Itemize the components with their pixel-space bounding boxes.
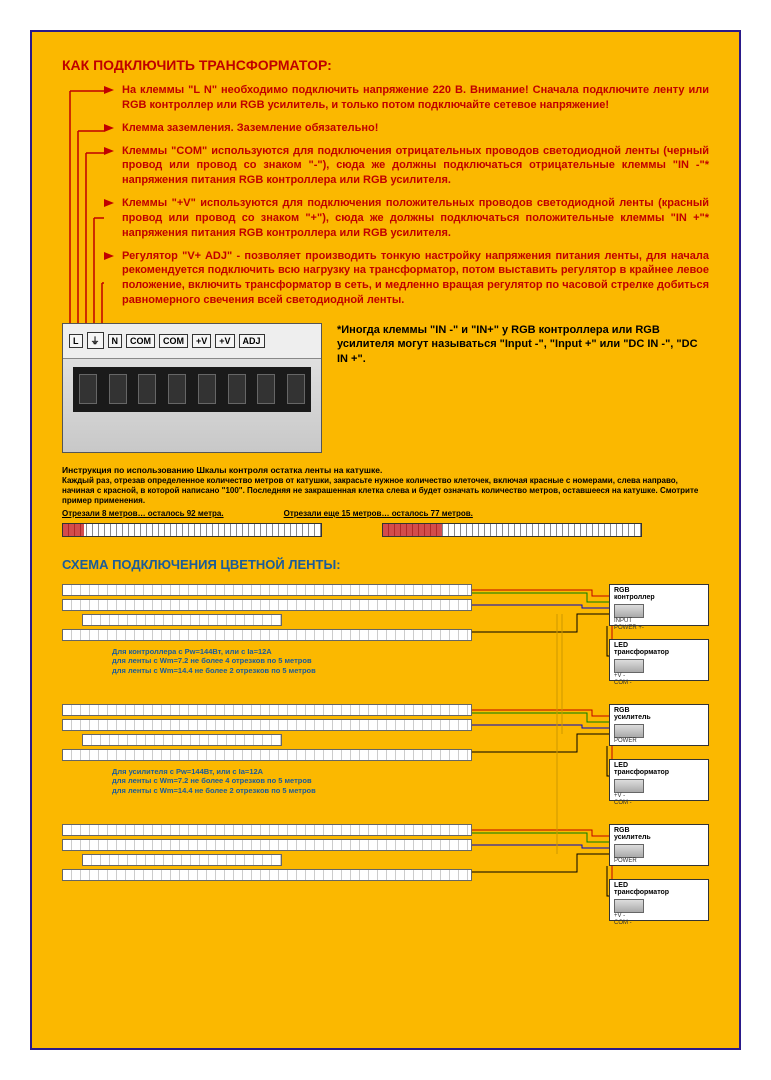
- strip-group-2: Для усилителя с Pw=144Вт, или с Ia=12A д…: [62, 704, 472, 802]
- terminal: [109, 374, 127, 404]
- bullet-2: Клемма заземления. Заземление обязательн…: [122, 121, 709, 136]
- device-led-transformer: LED трансформатор +V - COM -: [609, 879, 709, 921]
- device-rgb-amplifier: RGB усилитель POWER: [609, 824, 709, 866]
- scale-2: [382, 523, 642, 537]
- led-strip: [62, 869, 472, 881]
- arrow-icon: [104, 147, 114, 155]
- device-rgb-controller: RGB контроллер INPUT POWER +-: [609, 584, 709, 626]
- bullet-text: Регулятор "V+ ADJ" - позволяет производи…: [122, 249, 709, 308]
- strip-group-3: [62, 824, 472, 884]
- device-rgb-amplifier: RGB усилитель POWER: [609, 704, 709, 746]
- arrow-icon: [104, 124, 114, 132]
- device-title: LED трансформатор: [614, 642, 704, 657]
- terminal: [257, 374, 275, 404]
- scale-fill: [63, 524, 84, 536]
- strip-group-1: Для контроллера с Pw=144Вт, или с Ia=12A…: [62, 584, 472, 682]
- scale-label-1: Отрезали 8 метров… осталось 92 метра.: [62, 509, 224, 519]
- led-strip: [82, 734, 282, 746]
- device-title: LED трансформатор: [614, 882, 704, 897]
- led-strip: [62, 749, 472, 761]
- psu-label-row: L ⏚ N COM COM +V +V ADJ: [63, 324, 321, 359]
- bullet-4: Клеммы "+V" используются для подключения…: [122, 196, 709, 241]
- device-title: RGB усилитель: [614, 707, 704, 722]
- psu-label: +V: [192, 334, 211, 348]
- arrow-icon: [104, 252, 114, 260]
- led-strip: [62, 719, 472, 731]
- led-strip: [62, 824, 472, 836]
- terminal: [287, 374, 305, 404]
- psu-label: ⏚: [87, 332, 104, 349]
- bullet-1: На клеммы "L N" необходимо подключить на…: [122, 83, 709, 113]
- psu-label: L: [69, 334, 83, 348]
- device-sub: +V - COM -: [614, 673, 704, 686]
- page: КАК ПОДКЛЮЧИТЬ ТРАНСФОРМАТОР: На клеммы …: [30, 30, 741, 1050]
- psu-label: COM: [126, 334, 155, 348]
- bullets-container: На клеммы "L N" необходимо подключить на…: [62, 83, 709, 308]
- scale-instruction: Инструкция по использованию Шкалы контро…: [62, 465, 709, 519]
- scale-fill: [383, 524, 442, 536]
- psu-note: *Иногда клеммы "IN -" и "IN+" у RGB конт…: [337, 323, 709, 366]
- terminal: [79, 374, 97, 404]
- scale-1: [62, 523, 322, 537]
- psu-label: N: [108, 334, 123, 348]
- device-title: RGB контроллер: [614, 587, 704, 602]
- instruction-title: Инструкция по использованию Шкалы контро…: [62, 465, 709, 476]
- device-sub: +V - COM -: [614, 793, 704, 806]
- bullet-text: Клемма заземления. Заземление обязательн…: [122, 121, 709, 136]
- led-strip: [82, 614, 282, 626]
- diagram-caption: Для контроллера с Pw=144Вт, или с Ia=12A…: [112, 647, 472, 676]
- bullet-3: Клеммы "COM" используются для подключени…: [122, 144, 709, 189]
- main-title: КАК ПОДКЛЮЧИТЬ ТРАНСФОРМАТОР:: [62, 57, 709, 73]
- device-icon: [614, 844, 644, 858]
- terminal: [168, 374, 186, 404]
- terminal: [198, 374, 216, 404]
- diagram-caption: Для усилителя с Pw=144Вт, или с Ia=12A д…: [112, 767, 472, 796]
- instruction-body: Каждый раз, отрезав определенное количес…: [62, 476, 709, 506]
- device-led-transformer: LED трансформатор +V - COM -: [609, 759, 709, 801]
- device-sub: INPUT POWER +-: [614, 618, 704, 631]
- bullet-text: Клеммы "COM" используются для подключени…: [122, 144, 709, 189]
- device-sub: POWER: [614, 858, 704, 865]
- device-icon: [614, 604, 644, 618]
- connection-wires: [472, 584, 632, 924]
- device-sub: +V - COM -: [614, 913, 704, 926]
- led-strip: [62, 839, 472, 851]
- bullet-5: Регулятор "V+ ADJ" - позволяет производи…: [122, 249, 709, 308]
- device-title: LED трансформатор: [614, 762, 704, 777]
- led-strip: [62, 629, 472, 641]
- psu-image: L ⏚ N COM COM +V +V ADJ: [62, 323, 322, 453]
- scale-label-2: Отрезали еще 15 метров… осталось 77 метр…: [284, 509, 473, 519]
- terminal: [228, 374, 246, 404]
- psu-label: +V: [215, 334, 234, 348]
- arrow-icon: [104, 86, 114, 94]
- device-icon: [614, 779, 644, 793]
- section2-title: СХЕМА ПОДКЛЮЧЕНИЯ ЦВЕТНОЙ ЛЕНТЫ:: [62, 557, 709, 572]
- wiring-diagram: Для контроллера с Pw=144Вт, или с Ia=12A…: [62, 584, 709, 924]
- psu-label: ADJ: [239, 334, 265, 348]
- device-icon: [614, 899, 644, 913]
- psu-row: L ⏚ N COM COM +V +V ADJ *Иногда клеммы "…: [62, 323, 709, 453]
- led-strip: [82, 854, 282, 866]
- device-icon: [614, 724, 644, 738]
- bullet-text: На клеммы "L N" необходимо подключить на…: [122, 83, 709, 113]
- terminal: [138, 374, 156, 404]
- device-title: RGB усилитель: [614, 827, 704, 842]
- psu-label: COM: [159, 334, 188, 348]
- led-strip: [62, 599, 472, 611]
- bullet-text: Клеммы "+V" используются для подключения…: [122, 196, 709, 241]
- arrow-icon: [104, 199, 114, 207]
- psu-terminals: [73, 367, 311, 412]
- led-strip: [62, 704, 472, 716]
- device-led-transformer: LED трансформатор +V - COM -: [609, 639, 709, 681]
- scales-row: [62, 523, 709, 537]
- device-icon: [614, 659, 644, 673]
- led-strip: [62, 584, 472, 596]
- device-sub: POWER: [614, 738, 704, 745]
